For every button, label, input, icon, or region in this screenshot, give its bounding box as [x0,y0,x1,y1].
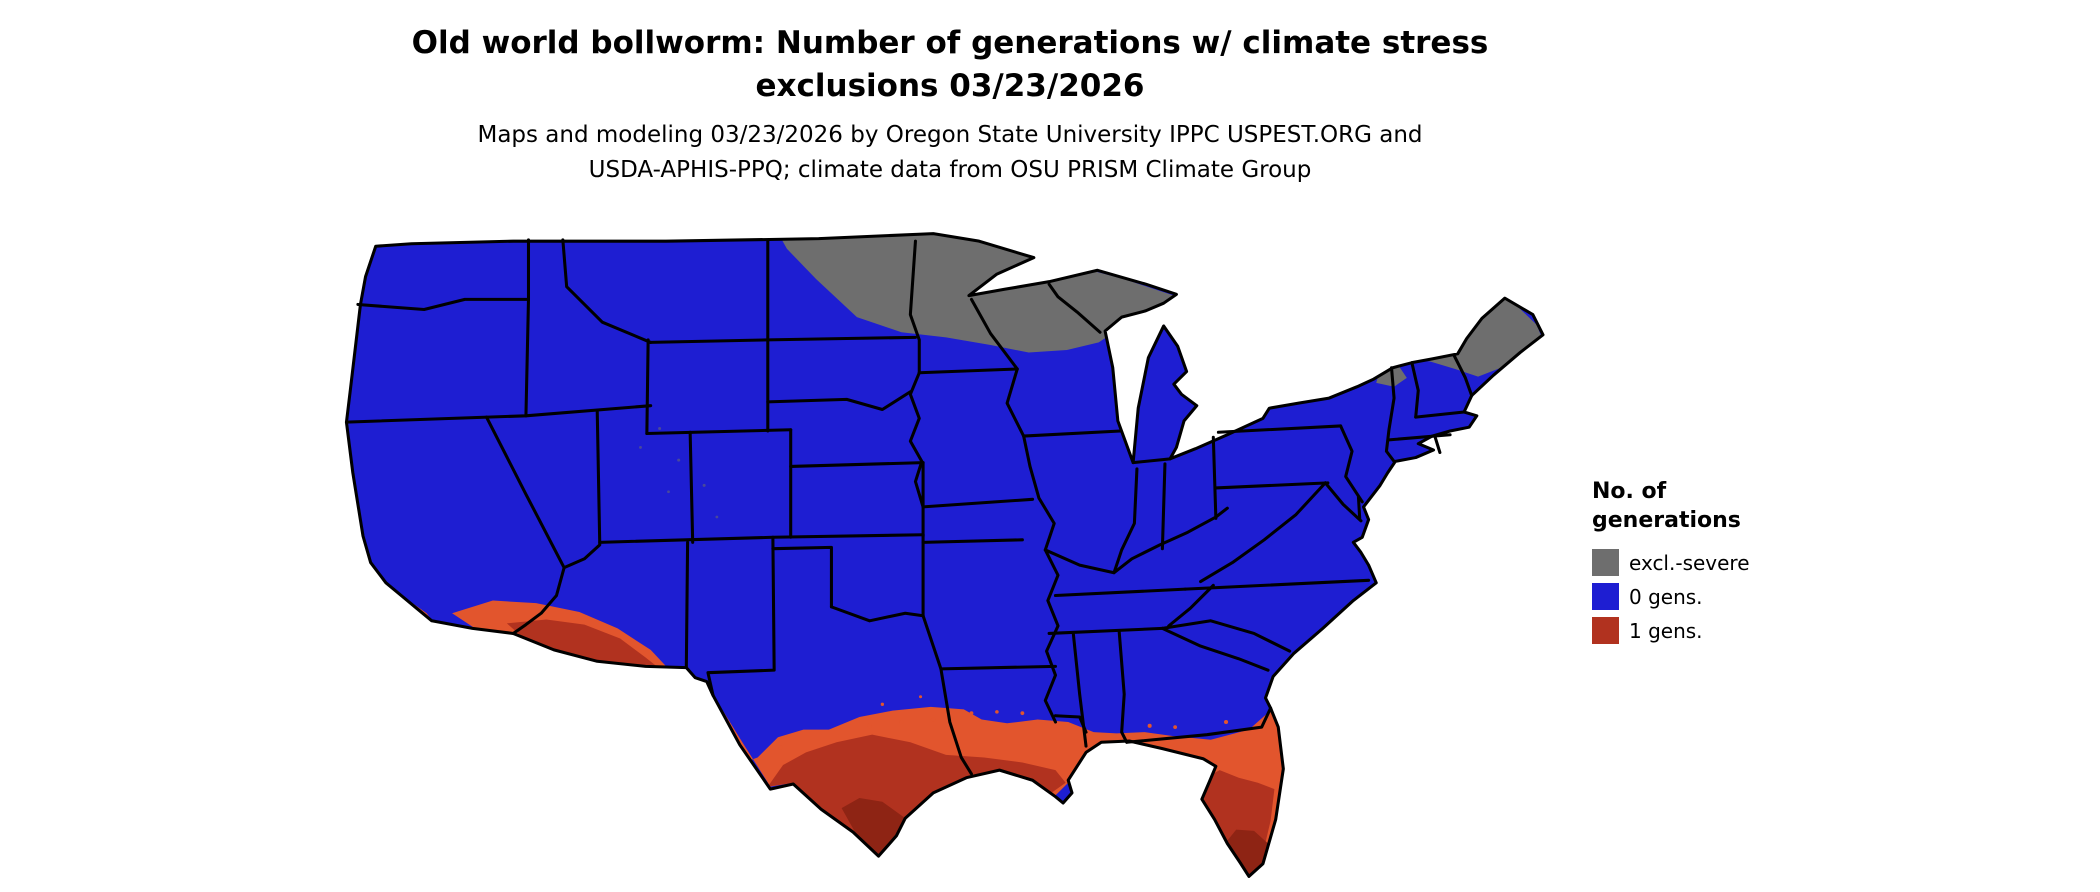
page-title: Old world bollworm: Number of generation… [300,22,1600,109]
legend-swatch-excl-severe [1592,549,1619,577]
legend-title-line1: No. of [1592,479,1667,504]
legend-swatch-one-gen [1592,617,1619,645]
map-legend: No. of generations excl.-severe 0 gens. … [1592,478,1852,651]
page-subtitle-line2: USDA-APHIS-PPQ; climate data from OSU PR… [588,156,1312,183]
excl-speckle-rockies [639,426,719,519]
page-title-line1: Old world bollworm: Number of generation… [411,25,1489,61]
legend-item-zero-gens: 0 gens. [1592,583,1852,611]
page-subtitle-line1: Maps and modeling 03/23/2026 by Oregon S… [477,122,1423,148]
legend-label-zero-gens: 0 gens. [1629,584,1703,609]
legend-label-one-gen: 1 gens. [1629,618,1703,643]
legend-swatch-zero-gens [1592,583,1619,611]
region-one-gen-core-arizona [506,619,659,668]
region-one-gen-deep-texas-tip [841,797,906,855]
legend-label-excl-severe: excl.-severe [1629,550,1750,575]
one-gen-speckle [778,695,1229,750]
page-subtitle: Maps and modeling 03/23/2026 by Oregon S… [300,118,1600,187]
us-map [344,232,1545,878]
legend-title-line2: generations [1592,507,1741,533]
region-zero-generations [346,233,1543,877]
legend-items: excl.-severe 0 gens. 1 gens. [1592,549,1852,645]
region-one-gen-deep-florida-tip [1226,829,1269,876]
legend-title: No. of generations [1592,478,1852,535]
state-borders [344,232,1545,878]
region-one-gen-core-texas [767,734,1066,855]
legend-item-one-gen: 1 gens. [1592,617,1852,645]
legend-item-excl-severe: excl.-severe [1592,549,1852,577]
page-title-line2: exclusions 03/23/2026 [755,68,1145,105]
